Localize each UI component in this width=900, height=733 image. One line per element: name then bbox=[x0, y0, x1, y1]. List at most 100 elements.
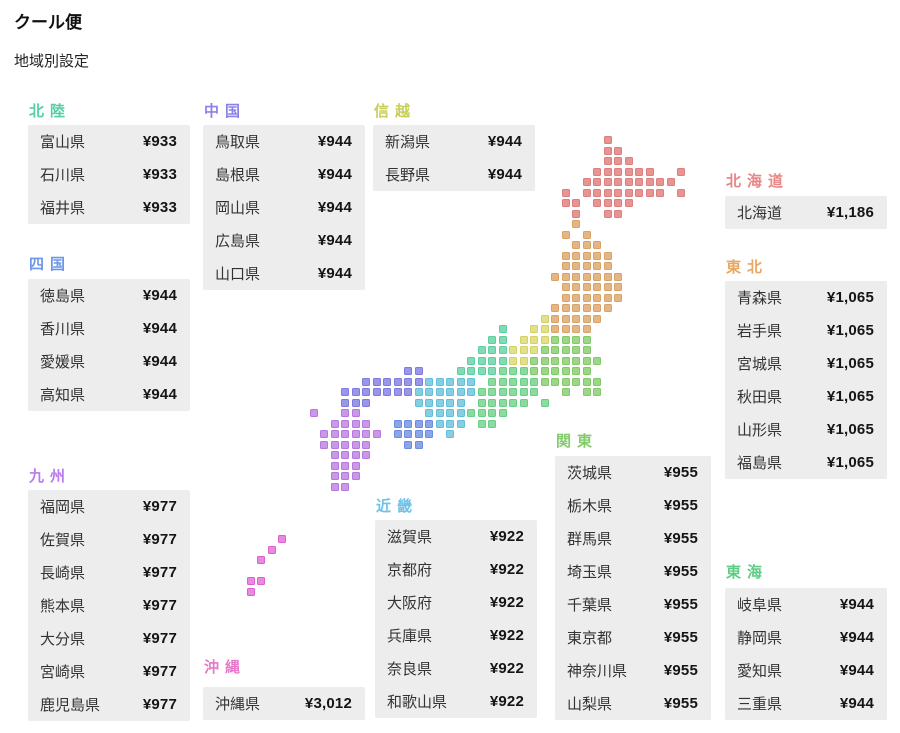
map-cell-kanto bbox=[530, 356, 538, 365]
pref-price: ¥955 bbox=[663, 629, 698, 646]
pref-price: ¥955 bbox=[663, 530, 698, 547]
region-panel-hokuriku: 富山県 ¥933 石川県 ¥933 福井県 ¥933 bbox=[28, 125, 190, 224]
pref-name: 愛知県 bbox=[737, 663, 783, 680]
pref-price: ¥933 bbox=[142, 166, 177, 183]
map-cell-kinki bbox=[446, 419, 454, 428]
map-cell-kyushu bbox=[362, 440, 370, 449]
map-cell-hokkaido bbox=[645, 167, 654, 176]
map-cell-tohoku bbox=[582, 283, 591, 291]
map-cell-kyushu bbox=[341, 461, 349, 470]
pref-price: ¥1,065 bbox=[826, 289, 874, 306]
pref-row-kinki-4: 奈良県 ¥922 bbox=[375, 652, 537, 685]
pref-row-kanto-5: 東京都 ¥955 bbox=[555, 621, 711, 654]
map-cell-tohoku bbox=[582, 314, 591, 323]
map-cell-tohoku bbox=[551, 314, 559, 323]
map-cell-shinetsu bbox=[540, 325, 549, 333]
map-cell-shinetsu bbox=[509, 356, 517, 365]
map-cell-shikoku bbox=[404, 419, 412, 428]
map-cell-tohoku bbox=[593, 262, 601, 270]
map-cell-okinawa bbox=[257, 556, 265, 564]
region-section-shikoku: 四国 徳島県 ¥944 香川県 ¥944 愛媛県 ¥944 高知県 ¥944 bbox=[28, 253, 190, 411]
region-label-chugoku: 中国 bbox=[204, 103, 247, 120]
map-cell-hokkaido bbox=[666, 178, 675, 186]
map-cell-kanto bbox=[593, 388, 601, 396]
pref-row-tohoku-2: 宮城県 ¥1,065 bbox=[725, 347, 887, 380]
region-section-tohoku: 東北 青森県 ¥1,065 岩手県 ¥1,065 宮城県 ¥1,065 秋田県 ¥1,065 山形… bbox=[725, 256, 887, 479]
map-cell-kanto bbox=[561, 377, 570, 386]
map-cell-hokuriku bbox=[477, 367, 486, 375]
pref-row-chugoku-1: 島根県 ¥944 bbox=[203, 158, 365, 191]
map-cell-kanto bbox=[593, 377, 601, 386]
map-cell-kyushu bbox=[351, 461, 360, 470]
map-cell-shinetsu bbox=[540, 314, 549, 323]
map-cell-hokkaido bbox=[582, 178, 591, 186]
map-cell-kinki bbox=[425, 398, 433, 407]
map-cell-chugoku bbox=[362, 377, 370, 386]
map-cell-shinetsu bbox=[530, 325, 538, 333]
map-cell-kinki bbox=[435, 409, 444, 417]
map-cell-tohoku bbox=[582, 241, 591, 249]
map-cell-hokkaido bbox=[624, 178, 633, 186]
region-label-kyushu: 九州 bbox=[29, 468, 72, 485]
map-cell-tohoku bbox=[561, 262, 570, 270]
map-cell-tohoku bbox=[582, 251, 591, 260]
pref-name: 神奈川県 bbox=[567, 663, 628, 680]
map-cell-kyushu bbox=[341, 472, 349, 480]
map-cell-tokai bbox=[498, 398, 507, 407]
map-cell-kyushu bbox=[341, 430, 349, 438]
map-cell-hokuriku bbox=[477, 346, 486, 354]
map-cell-tokai bbox=[488, 409, 496, 417]
pref-name: 福岡県 bbox=[40, 499, 86, 516]
pref-row-tokai-0: 岐阜県 ¥944 bbox=[725, 588, 887, 621]
map-cell-hokkaido bbox=[603, 188, 612, 197]
map-cell-tohoku bbox=[582, 230, 591, 239]
map-cell-hokkaido bbox=[614, 157, 622, 165]
map-cell-tohoku bbox=[572, 283, 580, 291]
pref-row-kinki-0: 滋賀県 ¥922 bbox=[375, 520, 537, 553]
map-cell-kinki bbox=[425, 388, 433, 396]
pref-price: ¥3,012 bbox=[304, 695, 352, 712]
map-cell-tohoku bbox=[593, 241, 601, 249]
pref-row-shikoku-0: 徳島県 ¥944 bbox=[28, 279, 190, 312]
map-cell-tohoku bbox=[582, 262, 591, 270]
region-label-tokai: 東海 bbox=[726, 564, 769, 581]
pref-row-tohoku-5: 福島県 ¥1,065 bbox=[725, 446, 887, 479]
pref-name: 京都府 bbox=[387, 562, 433, 579]
map-cell-hokkaido bbox=[593, 167, 601, 176]
map-cell-hokkaido bbox=[624, 157, 633, 165]
map-cell-kanto bbox=[551, 346, 559, 354]
pref-row-kyushu-4: 大分県 ¥977 bbox=[28, 622, 190, 655]
pref-price: ¥922 bbox=[489, 660, 524, 677]
map-cell-tohoku bbox=[593, 251, 601, 260]
map-cell-kinki bbox=[414, 388, 423, 396]
pref-row-kyushu-6: 鹿児島県 ¥977 bbox=[28, 688, 190, 721]
map-cell-tokai bbox=[477, 409, 486, 417]
map-cell-kyushu bbox=[341, 451, 349, 459]
map-cell-tohoku bbox=[582, 293, 591, 302]
map-cell-tohoku bbox=[603, 293, 612, 302]
pref-price: ¥1,065 bbox=[826, 322, 874, 339]
map-cell-kyushu bbox=[341, 482, 349, 491]
pref-price: ¥944 bbox=[142, 287, 177, 304]
pref-price: ¥944 bbox=[317, 166, 352, 183]
pref-price: ¥977 bbox=[142, 597, 177, 614]
map-cell-kanto bbox=[582, 367, 591, 375]
map-cell-kinki bbox=[467, 388, 475, 396]
map-cell-kinki bbox=[456, 398, 465, 407]
pref-row-tohoku-3: 秋田県 ¥1,065 bbox=[725, 380, 887, 413]
map-cell-chugoku bbox=[383, 377, 391, 386]
pref-name: 宮城県 bbox=[737, 356, 783, 373]
pref-price: ¥955 bbox=[663, 464, 698, 481]
pref-row-tokai-3: 三重県 ¥944 bbox=[725, 687, 887, 720]
pref-row-kyushu-3: 熊本県 ¥977 bbox=[28, 589, 190, 622]
pref-name: 群馬県 bbox=[567, 531, 613, 548]
pref-price: ¥944 bbox=[142, 353, 177, 370]
pref-name: 香川県 bbox=[40, 321, 86, 338]
pref-row-hokkaido-0: 北海道 ¥1,186 bbox=[725, 196, 887, 229]
map-cell-tokai bbox=[498, 377, 507, 386]
map-cell-tohoku bbox=[603, 251, 612, 260]
map-cell-kanto bbox=[561, 367, 570, 375]
map-cell-hokuriku bbox=[488, 335, 496, 344]
pref-row-hokuriku-2: 福井県 ¥933 bbox=[28, 191, 190, 224]
map-cell-kinki bbox=[456, 388, 465, 396]
